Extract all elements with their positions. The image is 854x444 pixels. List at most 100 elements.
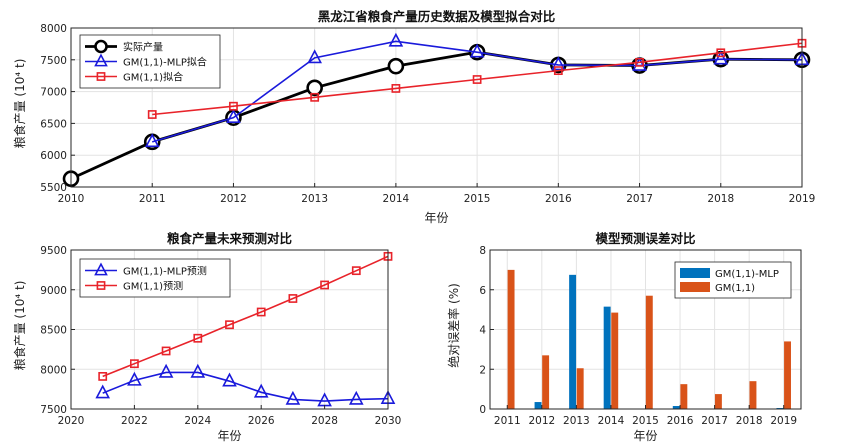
bar: [569, 274, 577, 409]
axes-box: [70, 27, 803, 188]
series-line: [151, 40, 803, 143]
y-tick-label: 2: [479, 364, 486, 376]
series-line: [102, 371, 389, 402]
bar: [784, 341, 791, 409]
data-point: [716, 48, 726, 58]
chart-title: 粮食产量未来预测对比: [167, 231, 293, 246]
data-point: [130, 359, 139, 369]
x-tick-label: 2019: [789, 193, 816, 205]
y-tick-label: 6: [479, 285, 486, 297]
legend-swatch: [680, 268, 710, 278]
data-point: [229, 101, 238, 111]
data-point: [713, 50, 729, 65]
y-axis-label: 绝对误差率 (%): [446, 283, 461, 368]
x-tick-label: 2013: [563, 415, 590, 427]
chart-1: 5500 6000 6500 7000 7500 8000 2010 2011 2012 2013…: [12, 9, 815, 225]
bar: [749, 381, 757, 409]
chart-title: 模型预测误差对比: [595, 231, 696, 246]
legend-marker: [94, 39, 108, 54]
legend-box: [79, 258, 231, 298]
data-point: [387, 57, 405, 75]
x-tick-label: 2015: [464, 193, 491, 205]
data-point: [310, 92, 320, 102]
legend-marker: [94, 53, 108, 67]
data-point: [472, 75, 482, 84]
legend-label: GM(1,1): [715, 283, 755, 294]
data-point: [320, 280, 329, 290]
data-point: [351, 266, 361, 276]
x-tick-label: 2017: [626, 193, 653, 205]
bar: [534, 402, 542, 409]
data-point: [348, 390, 364, 405]
legend-marker: [96, 72, 106, 81]
y-tick-label: 8000: [40, 364, 67, 376]
bar: [645, 295, 653, 409]
data-point: [226, 109, 241, 123]
bar: [680, 384, 688, 409]
x-tick-label: 2010: [58, 193, 85, 205]
legend-swatch: [680, 282, 710, 292]
legend-label: GM(1,1)预测: [123, 280, 183, 293]
legend-label: GM(1,1)拟合: [123, 71, 183, 84]
series-line: [152, 42, 803, 116]
y-tick-label: 0: [479, 404, 486, 416]
data-point: [388, 32, 404, 47]
bar: [672, 406, 680, 409]
y-tick-label: 9000: [40, 285, 67, 297]
legend-label: GM(1,1)-MLP预测: [123, 265, 207, 278]
x-tick-label: 2030: [375, 415, 402, 427]
x-tick-label: 2028: [311, 415, 338, 427]
data-point: [553, 66, 563, 76]
legend-label: GM(1,1)-MLP拟合: [123, 56, 207, 69]
data-point: [307, 49, 322, 64]
y-tick-label: 7500: [40, 55, 67, 67]
chart-2: 7500 8000 8500 9000 9500 2020 2022 2024 2026 2028…: [12, 231, 401, 443]
ticks: 0 2 4 6 8 2011 2012 2013 2014 2015 2016 2017 2018 201…: [479, 245, 797, 427]
y-tick-label: 4: [479, 325, 486, 337]
bar: [576, 368, 584, 409]
x-tick-label: 2022: [121, 415, 148, 427]
x-tick-label: 2024: [184, 415, 211, 427]
data-point: [551, 56, 566, 71]
data-point: [288, 294, 298, 303]
x-axis-label: 年份: [424, 211, 448, 225]
y-tick-label: 9500: [40, 245, 67, 257]
data-point: [127, 371, 142, 386]
x-tick-label: 2014: [383, 193, 410, 205]
data-point: [635, 57, 644, 67]
x-tick-label: 2019: [770, 415, 797, 427]
y-tick-label: 6000: [40, 150, 67, 162]
series-line: [102, 255, 389, 378]
x-tick-label: 2016: [667, 415, 694, 427]
y-tick-label: 5500: [40, 182, 67, 194]
x-tick-label: 2013: [301, 193, 328, 205]
data-point: [158, 363, 174, 378]
y-tick-label: 7000: [40, 87, 67, 99]
bar: [611, 312, 619, 409]
data-point: [190, 363, 206, 378]
bar: [542, 355, 550, 409]
y-axis-label: 粮食产量 (10⁴ t): [12, 281, 27, 371]
x-axis-label: 年份: [633, 429, 657, 443]
data-point: [161, 346, 171, 356]
bar: [603, 306, 611, 409]
data-point: [222, 372, 237, 387]
y-tick-label: 8: [479, 245, 486, 257]
bar: [507, 269, 515, 409]
data-point: [98, 372, 108, 381]
ticks: 7500 8000 8500 9000 9500 2020 2022 2024 2026 2028…: [40, 245, 401, 427]
legend-label: 实际产量: [123, 41, 163, 54]
chart-3: 0 2 4 6 8 2011 2012 2013 2014 2015 2016 2017 2018 201…: [446, 231, 802, 443]
x-axis-label: 年份: [217, 429, 241, 443]
series-2: [507, 269, 791, 409]
x-tick-label: 2011: [494, 415, 521, 427]
data-point: [306, 79, 323, 97]
chart-title: 黑龙江省粮食产量历史数据及模型拟合对比: [318, 9, 556, 24]
data-point: [193, 333, 203, 343]
x-tick-label: 2020: [58, 415, 85, 427]
data-point: [285, 390, 301, 405]
x-tick-label: 2016: [545, 193, 572, 205]
y-axis-label: 粮食产量 (10⁴ t): [12, 59, 27, 149]
data-point: [147, 110, 157, 119]
